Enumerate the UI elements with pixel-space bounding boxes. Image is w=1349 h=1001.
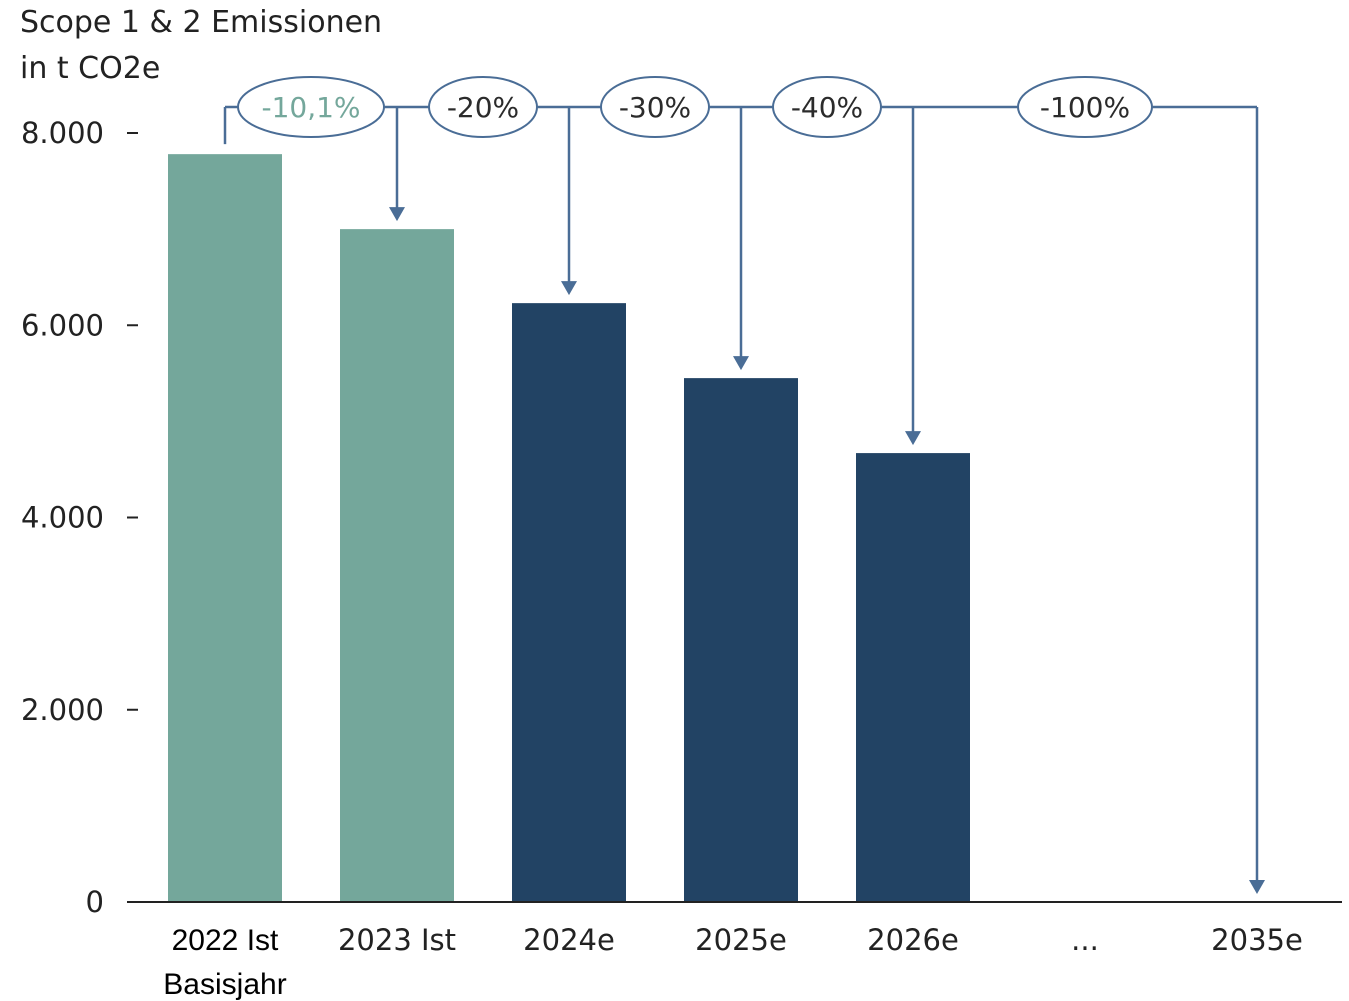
bar-2026e	[856, 453, 970, 902]
reduction-bubble	[428, 76, 538, 138]
category-label: 2035e	[1211, 923, 1303, 957]
reduction-label: -30%	[619, 91, 691, 124]
reduction-label: -20%	[447, 91, 519, 124]
y-tick-label: 0	[86, 885, 104, 919]
category-label: 2025e	[695, 923, 787, 957]
reduction-bubble	[600, 76, 710, 138]
arrow-head-icon	[561, 281, 577, 296]
category-sublabel: Basisjahr	[163, 968, 286, 1001]
arrow-head-icon	[733, 356, 749, 371]
reduction-bubble	[1017, 76, 1153, 138]
reduction-label: -10,1%	[261, 91, 360, 124]
reduction-bubble	[772, 76, 882, 138]
arrow-head-icon	[905, 431, 921, 446]
reduction-label: -40%	[791, 91, 863, 124]
category-label: 2022 Ist	[172, 924, 279, 957]
category-label: ...	[1071, 923, 1099, 957]
arrow-head-icon	[389, 207, 405, 222]
y-axis-title-line2: in t CO2e	[20, 51, 160, 86]
bar-2025e	[684, 378, 798, 902]
category-label: 2026e	[867, 923, 959, 957]
category-label: 2024e	[523, 923, 615, 957]
arrow-head-icon	[1249, 880, 1265, 894]
y-axis: 0 2.000 4.000 6.000 8.000	[21, 116, 138, 919]
bars	[168, 154, 970, 902]
reduction-connectors: -10,1% -20% -30% -40% -100%	[223, 76, 1265, 894]
y-tick-label: 8.000	[21, 116, 104, 150]
y-tick-label: 4.000	[21, 501, 104, 535]
category-label: 2023 Ist	[338, 923, 456, 957]
bar-2024e	[512, 303, 626, 902]
y-axis-title-line1: Scope 1 & 2 Emissionen	[20, 5, 382, 40]
bar-2023-ist	[340, 229, 454, 902]
reduction-label: -100%	[1040, 91, 1130, 124]
y-tick-label: 2.000	[21, 693, 104, 727]
reduction-bubble	[237, 76, 385, 138]
bar-2022-ist	[168, 154, 282, 902]
y-tick-label: 6.000	[21, 308, 104, 342]
x-axis: 2022 Ist Basisjahr 2023 Ist 2024e 2025e 2026e…	[163, 923, 1303, 1001]
